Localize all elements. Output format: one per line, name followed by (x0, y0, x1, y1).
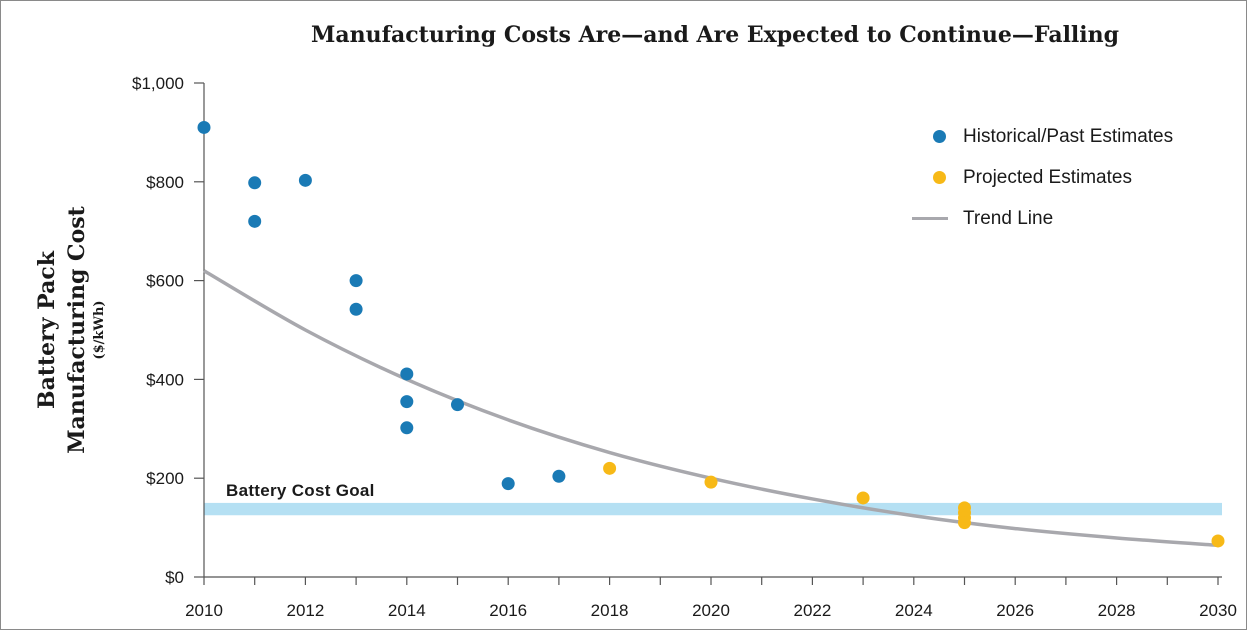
goal-band (204, 502, 1222, 516)
y-tick-label: $200 (146, 469, 184, 488)
legend-item-projected: Projected Estimates (910, 157, 1173, 198)
projected-point (856, 491, 870, 505)
x-tick-label: 2024 (895, 601, 933, 620)
x-tick-label: 2018 (591, 601, 629, 620)
legend-swatch-historical (933, 130, 946, 143)
projected-point (958, 516, 971, 530)
x-tick-label: 2014 (388, 601, 426, 620)
historical-point (349, 274, 363, 288)
x-tick-label: 2030 (1199, 601, 1237, 620)
x-tick-label: 2020 (692, 601, 730, 620)
x-tick-label: 2028 (1098, 601, 1136, 620)
projected-point (603, 461, 617, 475)
legend-item-trend: Trend Line (910, 198, 1173, 239)
legend-item-historical: Historical/Past Estimates (910, 116, 1173, 157)
x-tick-label: 2010 (185, 601, 223, 620)
y-tick-label: $600 (146, 272, 184, 291)
historical-point (298, 173, 312, 187)
x-tick-label: 2012 (286, 601, 324, 620)
y-tick-label: $400 (146, 370, 184, 389)
legend-label-projected: Projected Estimates (963, 166, 1132, 188)
x-tick-label: 2016 (489, 601, 527, 620)
historical-point (400, 367, 414, 381)
legend-label-trend: Trend Line (963, 207, 1054, 229)
legend-swatch-projected (933, 171, 946, 184)
chart-title: Manufacturing Costs Are—and Are Expected… (310, 22, 1120, 48)
historical-point (501, 477, 515, 491)
historical-point (451, 398, 464, 412)
y-tick-label: $0 (165, 568, 184, 587)
legend-swatch-trend (912, 217, 948, 220)
y-tick-label: $1,000 (132, 74, 184, 93)
goal-band-label: Battery Cost Goal (226, 481, 375, 500)
legend: Historical/Past Estimates Projected Esti… (910, 116, 1173, 239)
x-tick-label: 2022 (793, 601, 831, 620)
projected-point (1211, 534, 1225, 548)
historical-point (400, 421, 414, 435)
projected-point (704, 475, 718, 489)
legend-label-historical: Historical/Past Estimates (963, 125, 1174, 147)
historical-point (248, 214, 262, 228)
y-tick-label: $800 (146, 173, 184, 192)
historical-point (197, 120, 211, 134)
historical-point (552, 469, 566, 483)
historical-point (400, 395, 414, 409)
historical-point (248, 176, 262, 190)
x-tick-label: 2026 (996, 601, 1034, 620)
historical-point (349, 302, 363, 316)
